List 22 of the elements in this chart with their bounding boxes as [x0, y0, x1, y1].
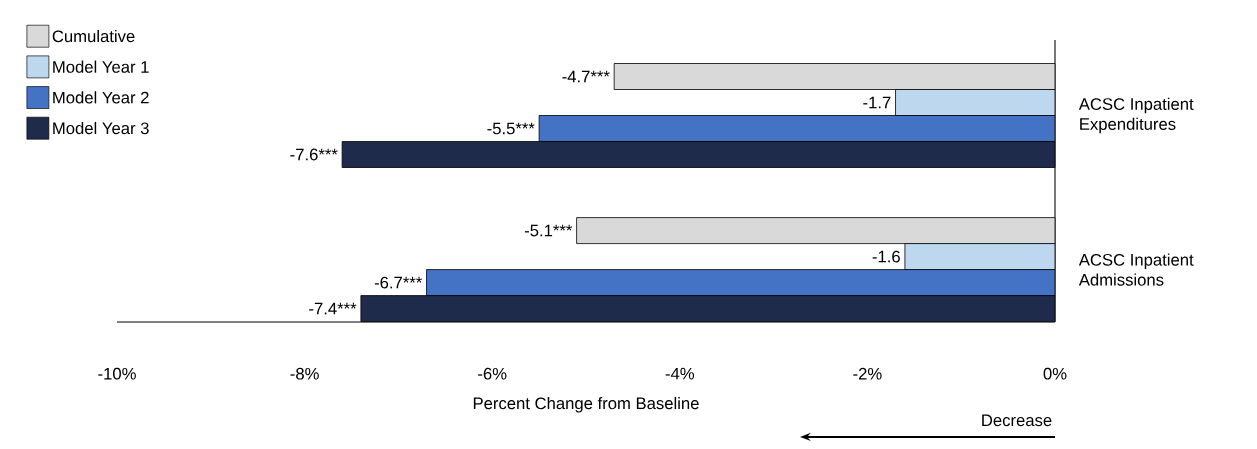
- legend-label: Model Year 3: [53, 121, 149, 135]
- data-label: -1.7: [863, 96, 891, 109]
- x-axis-title: Percent Change from Baseline: [473, 396, 699, 413]
- x-tick-label: -4%: [665, 367, 695, 380]
- x-tick-label: -6%: [478, 367, 507, 380]
- data-label: -6.7***: [374, 276, 423, 289]
- legend-label: Model Year 2: [53, 91, 149, 104]
- y-tick-label: ACSC Inpatient Expenditures: [1078, 97, 1194, 134]
- legend-label: Cumulative: [52, 29, 135, 43]
- x-tick-label: -8%: [290, 367, 319, 380]
- data-label: -5.1***: [524, 224, 573, 237]
- data-label: -5.5***: [487, 122, 535, 135]
- data-label: -7.6***: [290, 148, 338, 161]
- data-label: -1.6: [872, 250, 900, 263]
- text: Decrease: [982, 414, 1052, 427]
- data-label: -7.4***: [309, 302, 357, 315]
- x-tick-label: -10%: [98, 367, 136, 380]
- x-tick-label: -2%: [853, 367, 882, 380]
- data-label: -4.7***: [562, 70, 610, 83]
- y-tick-label: ACSC Inpatient Admissions: [1078, 253, 1194, 286]
- legend-label: Model Year 1: [53, 60, 149, 73]
- x-tick-label: 0%: [1043, 367, 1067, 380]
